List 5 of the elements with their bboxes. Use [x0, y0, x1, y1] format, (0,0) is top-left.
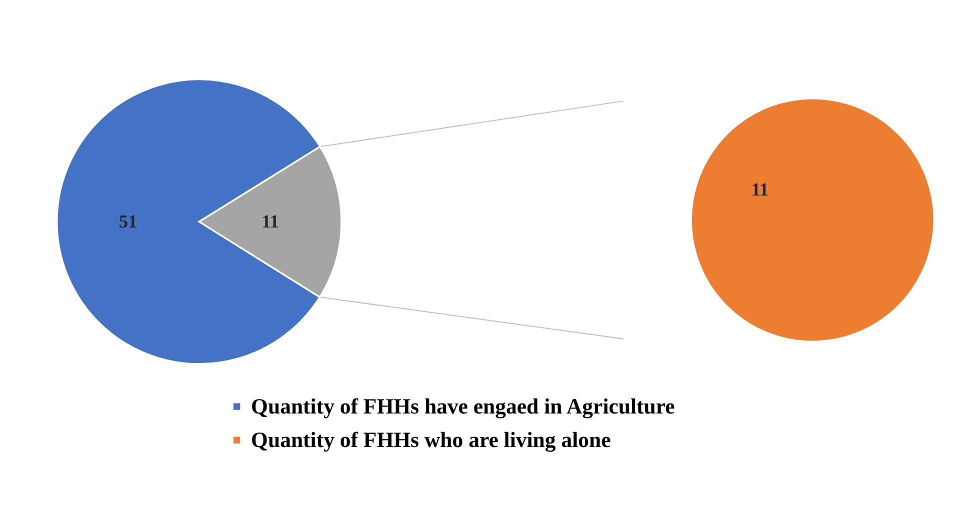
- data-label: 51: [118, 211, 138, 232]
- data-label: 11: [262, 212, 279, 232]
- legend-label: Quantity of FHHs who are living alone: [251, 428, 612, 452]
- legend-label: Quantity of FHHs have engaed in Agriculture: [251, 394, 676, 418]
- data-label: 11: [751, 180, 769, 200]
